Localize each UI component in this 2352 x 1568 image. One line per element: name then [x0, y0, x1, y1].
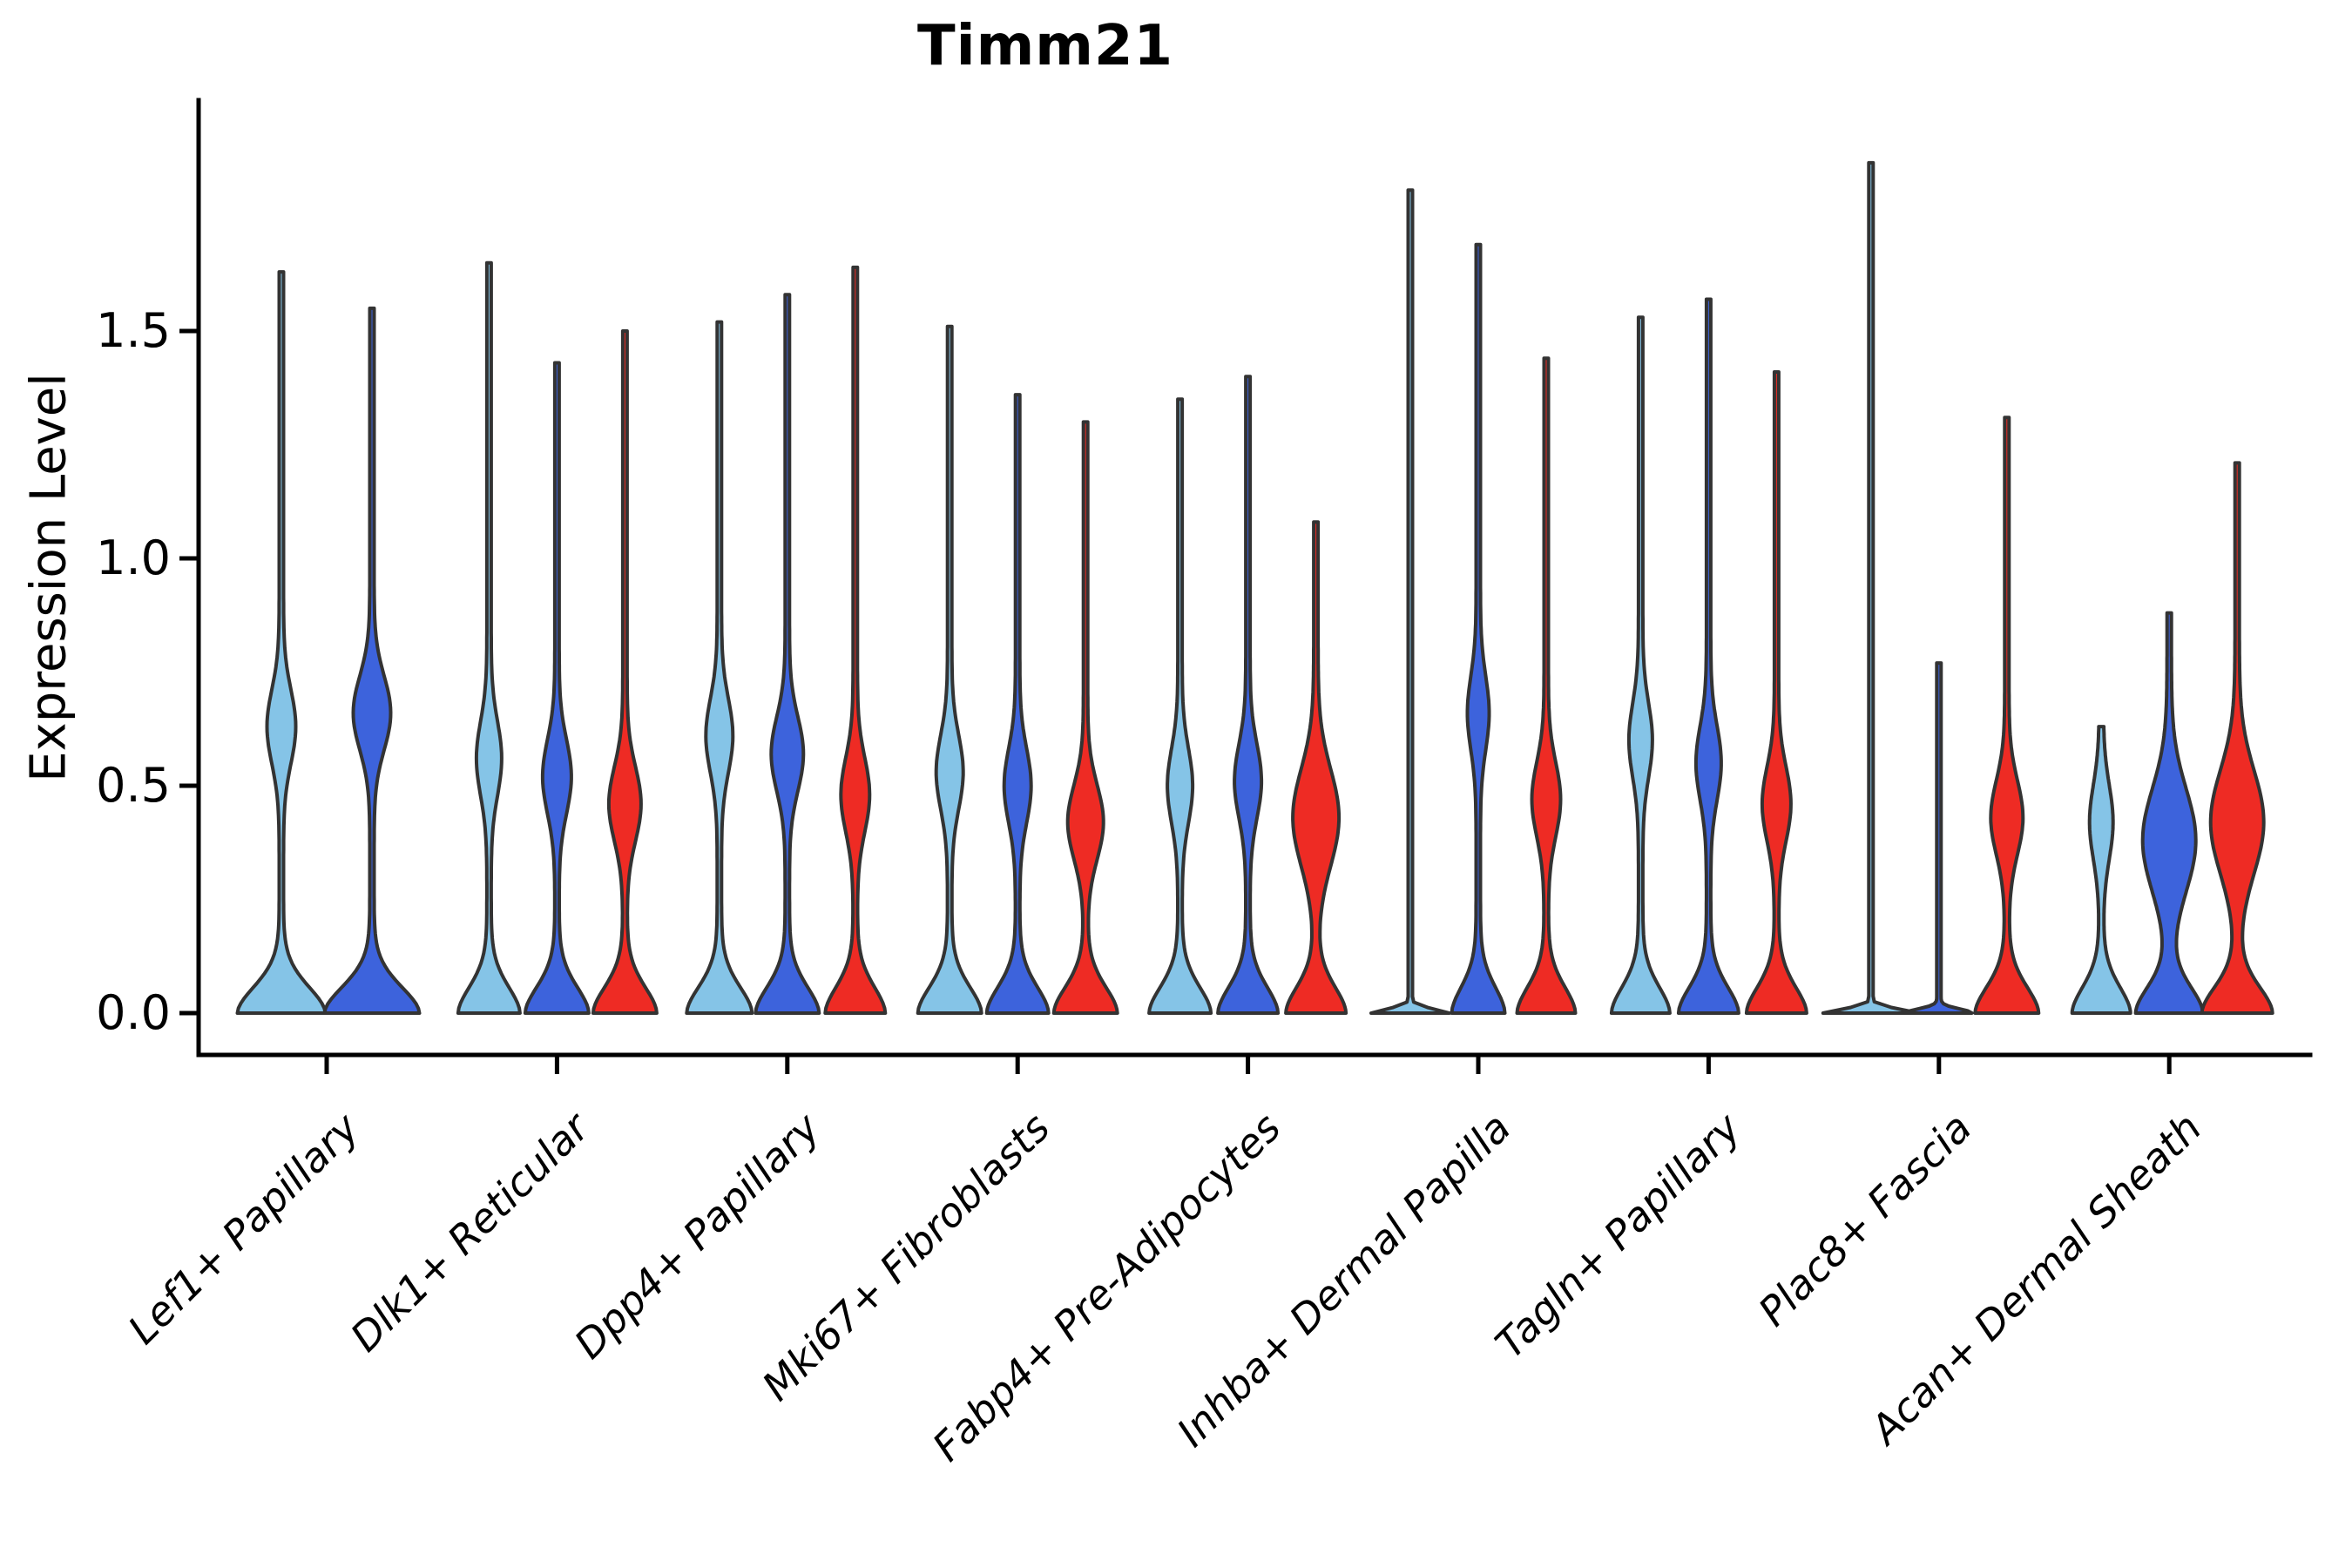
violin-light_blue [1369, 188, 1451, 1015]
violin-dark_blue [1450, 242, 1507, 1015]
violin-light_blue [235, 270, 328, 1015]
violin-light_blue [1821, 160, 1921, 1015]
axes-spines [196, 98, 2313, 1058]
violin-red [591, 329, 659, 1015]
violin-dark_blue [1216, 375, 1281, 1015]
violin-dark_blue [1676, 297, 1740, 1015]
y-tick-label: 0.0 [96, 985, 171, 1040]
violin-dark_blue [2133, 611, 2205, 1015]
violin-red [1973, 416, 2041, 1015]
violin-red [823, 265, 888, 1015]
violin-light_blue [2070, 725, 2132, 1015]
violin-dark_blue [523, 361, 591, 1015]
violin-dark_blue [1903, 661, 1974, 1015]
violin-dark_blue [754, 293, 821, 1015]
violin-red [1744, 370, 1808, 1015]
violin-light_blue [1609, 315, 1672, 1015]
y-tick-label: 1.5 [96, 303, 171, 358]
chart-title: Timm21 [916, 14, 1174, 78]
violin-light_blue [456, 260, 522, 1015]
violin-red [1515, 356, 1578, 1015]
violin-red [2200, 461, 2274, 1015]
y-tick-label: 0.5 [96, 758, 171, 813]
violin-red [1284, 520, 1348, 1015]
y-tick-label: 1.0 [96, 531, 171, 585]
violin-red [1051, 420, 1119, 1015]
violin-light_blue [1147, 397, 1213, 1015]
violin-dark_blue [984, 393, 1051, 1015]
violin-dark_blue [322, 306, 422, 1015]
violin-light_blue [685, 320, 754, 1015]
violin-light_blue [916, 324, 983, 1015]
